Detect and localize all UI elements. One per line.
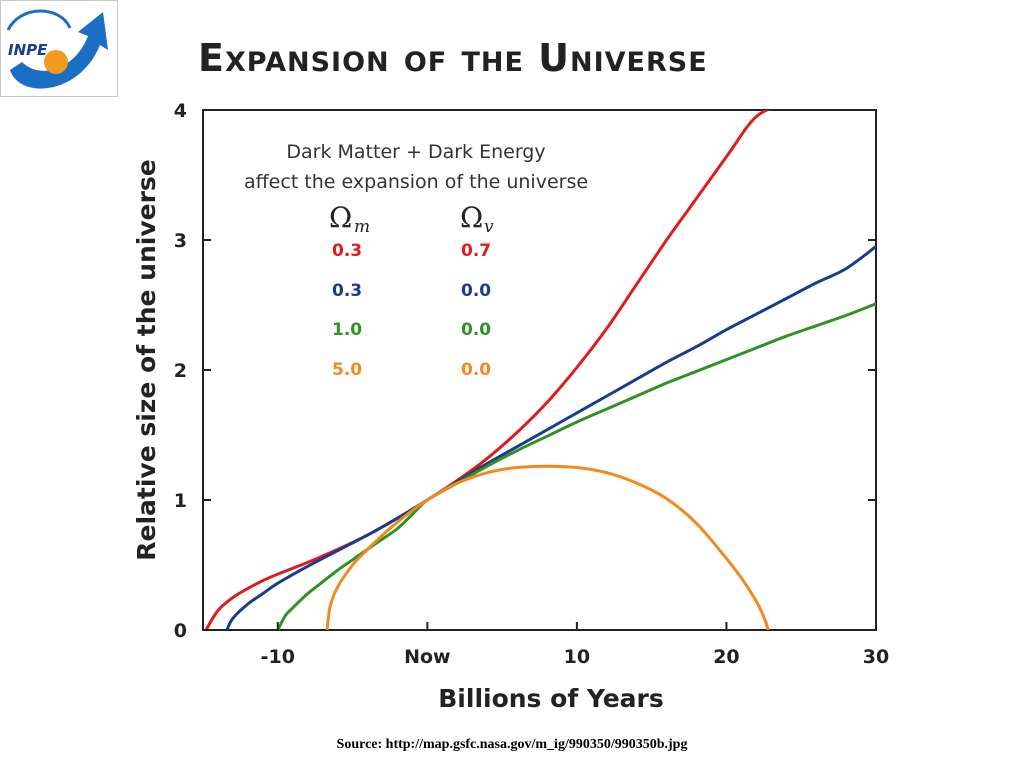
legend-omega-m-value: 5.0 — [332, 360, 362, 380]
series-layer — [204, 110, 876, 630]
x-tick-label: 30 — [863, 646, 889, 668]
x-tick-label: Now — [404, 646, 451, 668]
legend-omega-m-value: 0.3 — [332, 241, 362, 261]
y-tick-label: 4 — [174, 100, 187, 122]
logo-swoosh-icon — [10, 12, 108, 89]
logo-text: INPE — [8, 41, 48, 59]
x-axis-label: Billions of Years — [438, 684, 664, 713]
legend-header-omega-m: Ω m — [329, 201, 370, 237]
legend-header-omega-v: Ω v — [460, 201, 494, 237]
series-line-2 — [276, 302, 876, 630]
legend-omega-v-value: 0.0 — [461, 320, 491, 340]
legend-values: 0.3 0.7 0.3 0.0 1.0 0.0 5.0 0.0 — [332, 241, 491, 380]
omega-m-subscript: m — [354, 217, 370, 237]
y-tick-label: 0 — [174, 620, 187, 642]
source-caption: Source: http://map.gsfc.nasa.gov/m_ig/99… — [336, 737, 688, 752]
x-tick-label: 10 — [564, 646, 590, 668]
omega-m-symbol: Ω — [329, 201, 352, 234]
omega-v-symbol: Ω — [460, 201, 483, 234]
legend-omega-v-value: 0.0 — [461, 360, 491, 380]
annotation-line-2: affect the expansion of the universe — [244, 171, 588, 193]
legend-omega-v-value: 0.0 — [461, 281, 491, 301]
x-tick-label: -10 — [261, 646, 295, 668]
y-tick-label: 1 — [174, 490, 187, 512]
logo-sun-icon — [44, 50, 68, 74]
y-tick-label: 2 — [174, 360, 187, 382]
omega-v-subscript: v — [484, 217, 494, 237]
legend-omega-m-value: 1.0 — [332, 320, 362, 340]
inpe-logo: INPE — [0, 0, 118, 97]
series-line-1 — [225, 245, 876, 630]
ticks-layer: -10 Now 10 20 30 0 1 2 3 4 — [174, 100, 889, 668]
legend-omega-m-value: 0.3 — [332, 281, 362, 301]
annotation-line-1: Dark Matter + Dark Energy — [286, 141, 545, 163]
x-tick-label: 20 — [713, 646, 739, 668]
page-title: Expansion of the Universe — [198, 36, 708, 80]
y-tick-label: 3 — [174, 230, 187, 252]
legend-omega-v-value: 0.7 — [461, 241, 491, 261]
y-axis-label: Relative size of the universe — [132, 159, 161, 561]
series-line-3 — [325, 464, 770, 630]
